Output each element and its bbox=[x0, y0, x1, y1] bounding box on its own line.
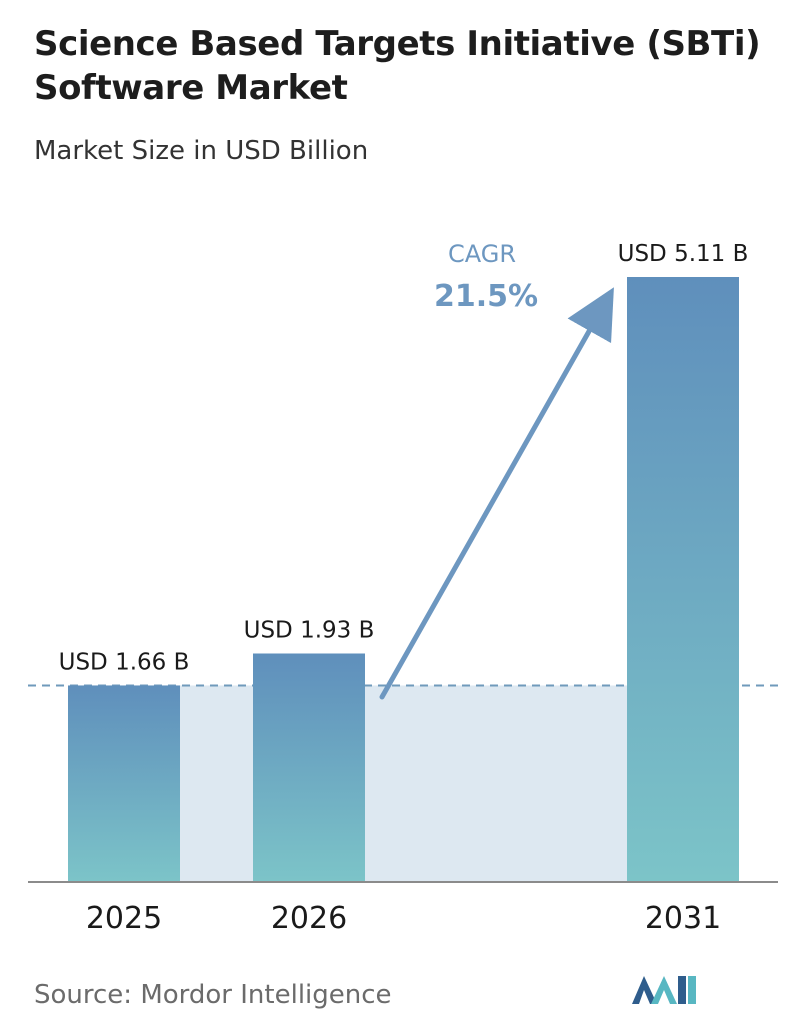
bar-value-label-2031: USD 5.11 B bbox=[618, 241, 749, 267]
cagr-label: CAGR bbox=[448, 240, 516, 268]
logo-right-accent bbox=[688, 976, 696, 1004]
chart-title: Science Based Targets Initiative (SBTi) … bbox=[34, 24, 761, 108]
mordor-intelligence-logo bbox=[632, 976, 696, 1004]
bar-2025 bbox=[68, 685, 180, 882]
logo-left-shape bbox=[632, 976, 657, 1004]
cagr-arrow bbox=[379, 287, 614, 700]
logo-right-shape bbox=[678, 976, 686, 1004]
cagr-value: 21.5% bbox=[434, 279, 538, 314]
bar-2031 bbox=[627, 277, 739, 882]
chart-subtitle: Market Size in USD Billion bbox=[34, 136, 369, 166]
logo-middle-shape bbox=[651, 976, 677, 1004]
source-text: Source: Mordor Intelligence bbox=[34, 980, 392, 1010]
bar-value-label-2025: USD 1.66 B bbox=[59, 649, 190, 675]
x-tick-label-2031: 2031 bbox=[645, 901, 721, 936]
bar-2026 bbox=[253, 653, 365, 882]
bar-value-label-2026: USD 1.93 B bbox=[244, 617, 375, 643]
x-tick-label-2026: 2026 bbox=[271, 901, 347, 936]
x-tick-label-2025: 2025 bbox=[86, 901, 162, 936]
